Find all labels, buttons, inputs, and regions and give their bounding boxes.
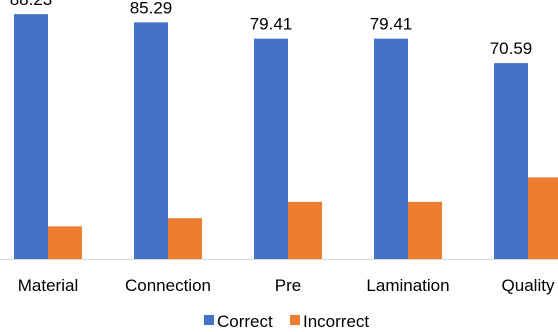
bar-incorrect-material — [48, 226, 82, 259]
bar-correct-material — [14, 14, 48, 259]
data-labels-layer: 88.23 85.29 79.41 79.41 70.59 — [10, 0, 533, 58]
legend-swatch-correct — [204, 315, 214, 325]
legend: Correct Incorrect — [204, 312, 369, 331]
x-tick-label-quality: Quality — [502, 276, 555, 295]
bars-layer — [14, 14, 558, 260]
bar-incorrect-pre — [288, 201, 322, 259]
data-label-correct-connection: 85.29 — [130, 0, 173, 17]
x-tick-label-lamination: Lamination — [366, 276, 449, 295]
data-label-correct-lamination: 79.41 — [370, 15, 413, 34]
bar-incorrect-lamination — [408, 201, 442, 259]
bar-incorrect-quality — [528, 177, 558, 259]
data-label-correct-material: 88.23 — [10, 0, 53, 9]
legend-label-correct: Correct — [217, 312, 273, 331]
legend-swatch-incorrect — [290, 315, 300, 325]
x-tick-label-pre: Pre — [275, 276, 301, 295]
bar-correct-connection — [134, 22, 168, 259]
x-axis-tick-labels: Material Connection Pre Lamination Quality — [18, 276, 555, 295]
x-tick-label-connection: Connection — [125, 276, 211, 295]
bar-correct-pre — [254, 38, 288, 259]
bar-incorrect-connection — [168, 218, 202, 259]
x-tick-label-material: Material — [18, 276, 78, 295]
bar-correct-quality — [494, 63, 528, 260]
legend-label-incorrect: Incorrect — [303, 312, 369, 331]
data-label-correct-pre: 79.41 — [250, 15, 293, 34]
bar-correct-lamination — [374, 38, 408, 259]
data-label-correct-quality: 70.59 — [490, 39, 533, 58]
